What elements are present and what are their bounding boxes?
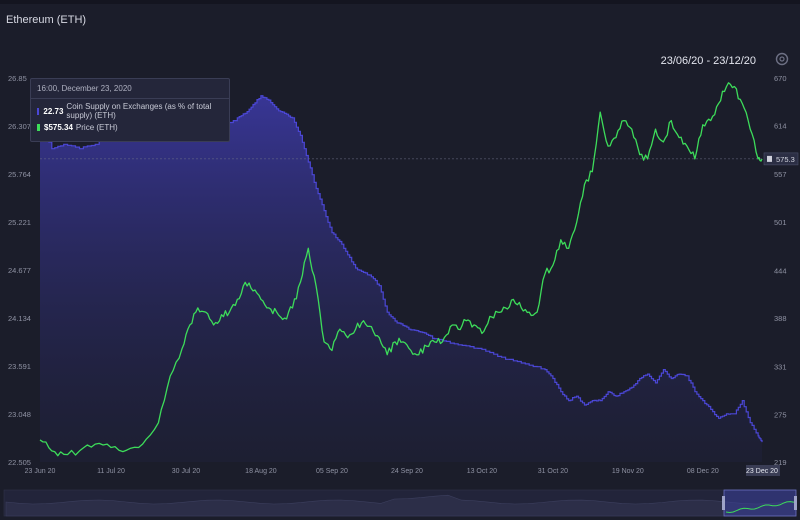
y-right-tick-label: 614 (774, 122, 787, 131)
tooltip-supply-row: 22.73 Coin Supply on Exchanges (as % of … (31, 99, 229, 120)
y-left-tick-label: 26.85 (8, 74, 27, 83)
y-right-tick-label: 557 (774, 170, 787, 179)
x-tick-label: 05 Sep 20 (316, 468, 348, 475)
y-right-tick-label: 331 (774, 363, 787, 372)
y-left-tick-label: 22.505 (8, 458, 31, 467)
x-tick-highlight (746, 465, 780, 476)
navigator-history-area (5, 494, 797, 517)
x-tick-label: 11 Jul 20 (97, 468, 125, 475)
x-tick-label: 23 Jun 20 (25, 468, 56, 475)
y-left-tick-label: 25.764 (8, 170, 31, 179)
y-left-tick-label: 26.307 (8, 122, 31, 131)
supply-swatch (37, 107, 40, 115)
chart-tooltip: 16:00, December 23, 2020 22.73 Coin Supp… (30, 78, 230, 142)
x-tick-label: 19 Nov 20 (612, 468, 644, 475)
navigator-price-line (725, 501, 795, 514)
top-strip (0, 0, 800, 4)
x-tick-label: 13 Oct 20 (467, 468, 497, 475)
crosshair-label: 575.3 (776, 155, 795, 164)
chart-title: Ethereum (ETH) (6, 14, 87, 26)
range-navigator[interactable] (0, 488, 800, 518)
tooltip-price-value: $575.34 (44, 123, 73, 132)
y-left-tick-label: 24.677 (8, 266, 31, 275)
supply-area (40, 95, 762, 462)
navigator-right-handle (794, 496, 797, 510)
price-line (39, 82, 763, 457)
y-right-tick-label: 219 (774, 458, 787, 467)
x-tick-label: 23 Dec 20 (746, 468, 778, 475)
x-tick-label: 30 Jul 20 (172, 468, 201, 475)
x-tick-label: 18 Aug 20 (245, 468, 277, 475)
y-right-tick-label: 670 (774, 74, 787, 83)
y-right-tick-label: 275 (774, 410, 787, 419)
y-right-tick-label: 388 (774, 314, 787, 323)
tooltip-supply-value: 22.73 (43, 106, 64, 116)
crosshair-marker-icon (767, 155, 772, 162)
x-tick-label: 08 Dec 20 (687, 468, 719, 475)
tooltip-timestamp: 16:00, December 23, 2020 (31, 79, 229, 99)
price-swatch (37, 124, 40, 131)
y-left-tick-label: 24.134 (8, 314, 31, 323)
x-tick-label: 24 Sep 20 (391, 468, 423, 475)
x-tick-label: 31 Oct 20 (538, 468, 568, 475)
y-left-tick-label: 25.221 (8, 218, 31, 227)
gear-icon[interactable] (774, 51, 790, 67)
navigator-left-handle (722, 496, 725, 510)
crosshair-label-box (763, 152, 799, 166)
date-range-selector[interactable]: 23/06/20 - 23/12/20 (660, 55, 756, 67)
tooltip-price-label: Price (ETH) (75, 123, 118, 132)
tooltip-price-row: $575.34 Price (ETH) (31, 120, 229, 132)
y-left-tick-label: 23.591 (8, 362, 31, 371)
y-right-tick-label: 501 (774, 218, 787, 227)
y-right-tick-label: 444 (774, 266, 787, 275)
y-left-tick-label: 23.048 (8, 410, 31, 419)
tooltip-supply-label: Coin Supply on Exchanges (as % of total … (66, 102, 212, 120)
